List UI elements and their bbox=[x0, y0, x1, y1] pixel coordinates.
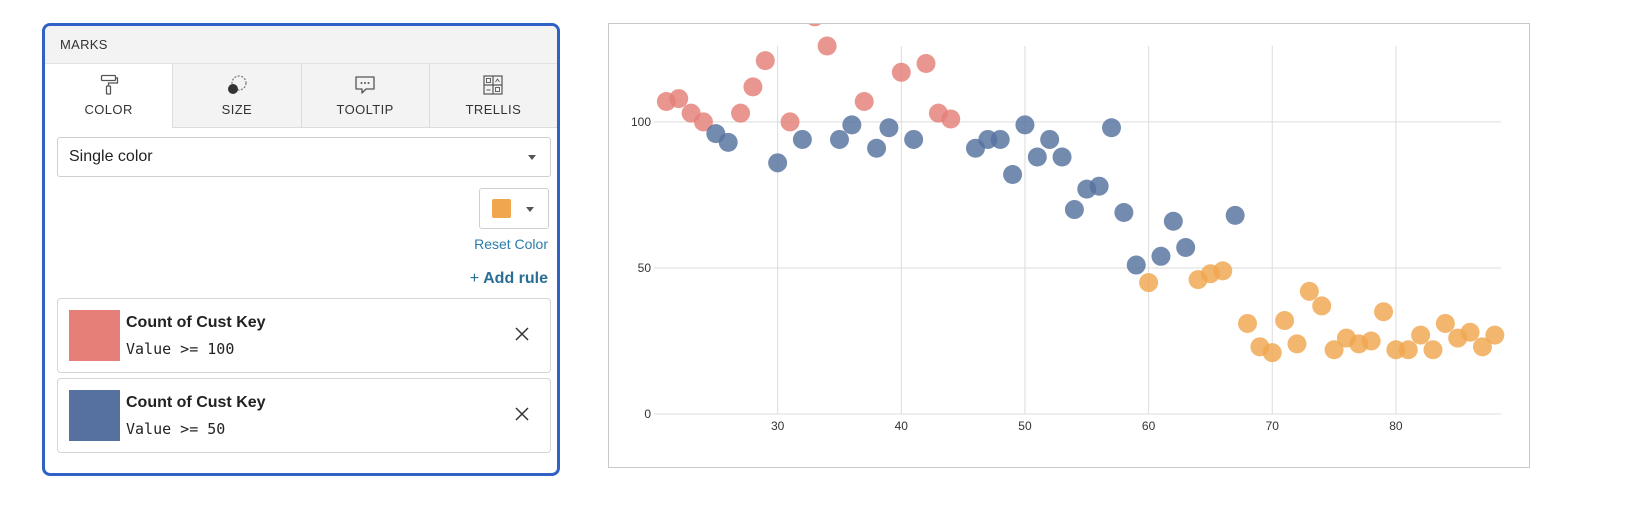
scatter-point bbox=[891, 62, 911, 82]
scatter-point bbox=[1213, 261, 1233, 281]
color-mode-value: Single color bbox=[69, 148, 153, 165]
color-mode-select[interactable]: Single color bbox=[57, 137, 551, 177]
scatter-point bbox=[1225, 205, 1245, 225]
scatter-point bbox=[780, 112, 800, 132]
marks-tabs: COLOR SIZE TOOLTIP bbox=[45, 64, 557, 128]
rule-color-swatch[interactable] bbox=[69, 390, 120, 441]
scatter-point bbox=[792, 129, 812, 149]
size-circles-icon bbox=[226, 74, 248, 96]
scatter-point bbox=[1003, 165, 1023, 185]
tab-color-label: COLOR bbox=[84, 102, 133, 117]
rule-condition: Value >= 50 bbox=[126, 420, 226, 438]
tab-tooltip[interactable]: TOOLTIP bbox=[300, 64, 429, 127]
scatter-point bbox=[1027, 147, 1047, 167]
scatter-point bbox=[669, 89, 689, 109]
scatter-point bbox=[990, 129, 1010, 149]
marks-panel-title: MARKS bbox=[45, 26, 557, 64]
tooltip-bubble-icon bbox=[354, 74, 376, 96]
paint-roller-icon bbox=[98, 74, 120, 96]
tab-trellis[interactable]: TRELLIS bbox=[428, 64, 557, 127]
scatter-point bbox=[1089, 176, 1109, 196]
marks-panel: MARKS COLOR SIZE bbox=[42, 23, 560, 476]
x-tick-label: 30 bbox=[771, 419, 785, 433]
scatter-point bbox=[1139, 273, 1159, 293]
scatter-point bbox=[718, 132, 738, 152]
scatter-point bbox=[1460, 322, 1480, 342]
scatter-point bbox=[1262, 343, 1282, 363]
scatter-point bbox=[1052, 147, 1072, 167]
scatter-point bbox=[1299, 281, 1319, 301]
scatter-point bbox=[904, 129, 924, 149]
scatter-point bbox=[829, 129, 849, 149]
tab-tooltip-label: TOOLTIP bbox=[336, 102, 394, 117]
scatter-point bbox=[1423, 340, 1443, 360]
scatter-point bbox=[1324, 340, 1344, 360]
scatter-point bbox=[693, 112, 713, 132]
scatter-point bbox=[916, 54, 936, 74]
scatter-point bbox=[1238, 313, 1258, 333]
chevron-down-icon bbox=[526, 207, 534, 212]
scatter-point bbox=[1435, 313, 1455, 333]
scatter-point bbox=[867, 138, 887, 158]
color-rule-card[interactable]: Count of Cust Key Value >= 50 bbox=[57, 378, 551, 453]
scatter-point bbox=[755, 51, 775, 71]
scatter-point bbox=[1176, 238, 1196, 258]
scatter-plot-svg: 30 40 50 60 70 80 0 50 100 bbox=[631, 24, 1505, 433]
x-tick-label: 50 bbox=[1018, 419, 1032, 433]
y-tick-label: 100 bbox=[631, 115, 651, 129]
scatter-point bbox=[1102, 118, 1122, 138]
tab-color[interactable]: COLOR bbox=[45, 64, 173, 128]
rule-field-name: Count of Cust Key bbox=[126, 394, 266, 411]
scatter-point bbox=[1275, 311, 1295, 331]
close-icon[interactable] bbox=[512, 404, 532, 424]
scatter-point bbox=[1015, 115, 1035, 135]
scatter-point bbox=[842, 115, 862, 135]
close-icon[interactable] bbox=[512, 324, 532, 344]
scatter-point bbox=[808, 24, 821, 27]
x-tick-label: 40 bbox=[895, 419, 909, 433]
scatter-point bbox=[1287, 334, 1307, 354]
scatter-point bbox=[1374, 302, 1394, 322]
y-tick-label: 50 bbox=[638, 261, 652, 275]
scatter-point bbox=[1398, 340, 1418, 360]
plus-icon: + bbox=[469, 270, 480, 287]
scatter-point bbox=[1126, 255, 1146, 275]
reset-color-link[interactable]: Reset Color bbox=[474, 236, 548, 252]
chevron-down-icon bbox=[528, 155, 536, 160]
scatter-point bbox=[743, 77, 763, 97]
trellis-grid-icon bbox=[482, 74, 504, 96]
scatter-point bbox=[1485, 325, 1505, 345]
scatter-point bbox=[1472, 337, 1492, 357]
scatter-point bbox=[1361, 331, 1381, 351]
rule-color-swatch[interactable] bbox=[69, 310, 120, 361]
color-swatch bbox=[492, 199, 511, 218]
scatter-point bbox=[1151, 246, 1171, 266]
add-rule-button[interactable]: + Add rule bbox=[470, 270, 548, 288]
scatter-point bbox=[854, 91, 874, 111]
scatter-point bbox=[1114, 202, 1134, 222]
scatter-point bbox=[1411, 325, 1431, 345]
scatter-point bbox=[768, 153, 788, 173]
tab-size[interactable]: SIZE bbox=[172, 64, 301, 127]
y-tick-label: 0 bbox=[644, 407, 651, 421]
x-tick-label: 80 bbox=[1389, 419, 1403, 433]
color-picker-button[interactable] bbox=[479, 188, 549, 229]
scatter-point bbox=[1163, 211, 1183, 231]
x-tick-label: 60 bbox=[1142, 419, 1156, 433]
color-rule-card[interactable]: Count of Cust Key Value >= 100 bbox=[57, 298, 551, 373]
scatter-point bbox=[879, 118, 899, 138]
scatter-chart: 30 40 50 60 70 80 0 50 100 bbox=[608, 23, 1530, 468]
scatter-point bbox=[1064, 200, 1084, 220]
scatter-point bbox=[1040, 129, 1060, 149]
rule-condition: Value >= 100 bbox=[126, 340, 235, 358]
x-tick-label: 70 bbox=[1266, 419, 1280, 433]
scatter-point bbox=[731, 103, 751, 123]
scatter-point bbox=[1312, 296, 1332, 316]
add-rule-label: Add rule bbox=[483, 270, 548, 287]
scatter-point bbox=[817, 36, 837, 56]
rule-field-name: Count of Cust Key bbox=[126, 314, 266, 331]
tab-size-label: SIZE bbox=[221, 102, 253, 117]
scatter-point bbox=[941, 109, 961, 129]
tab-trellis-label: TRELLIS bbox=[465, 102, 522, 117]
